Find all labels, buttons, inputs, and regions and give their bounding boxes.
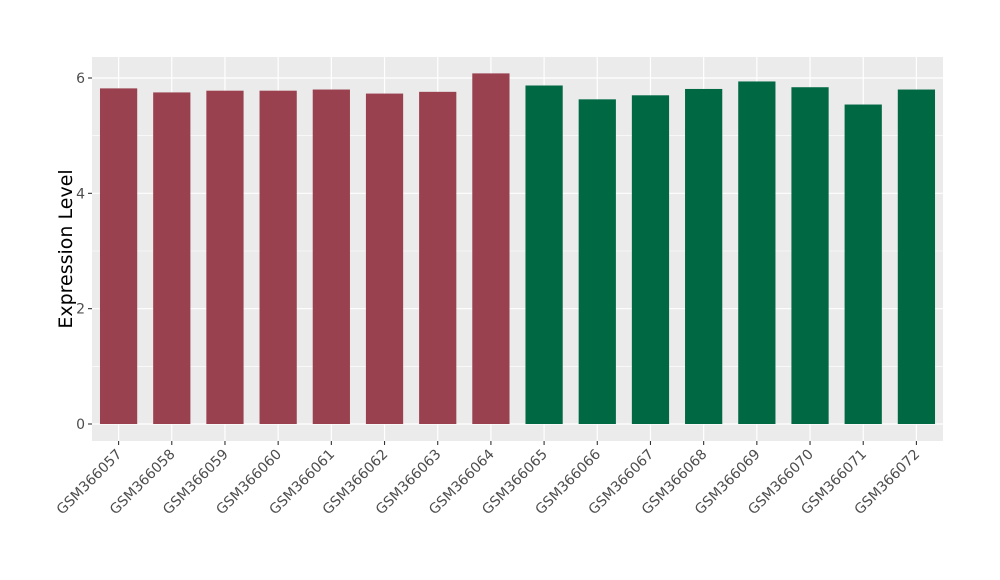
x-axis: GSM366057GSM366058GSM366059GSM366060GSM3… [54,441,923,518]
bar-GSM366062 [365,93,404,424]
bar-GSM366070 [791,87,829,424]
y-tick-label: 4 [76,186,85,202]
bar-GSM366068 [685,88,723,424]
y-axis: 0 2 4 6 [76,71,92,433]
y-tick-label: 6 [76,71,85,87]
bar-GSM366069 [738,81,776,425]
bar-GSM366057 [99,88,138,424]
bar-GSM366058 [153,92,191,425]
bar-GSM366065 [525,85,563,424]
bar-GSM366059 [206,90,244,424]
bar-GSM366061 [312,89,350,425]
bar-GSM366063 [419,91,457,424]
bar-GSM366072 [897,89,936,425]
bar-GSM366064 [472,73,510,425]
bar-GSM366071 [844,104,882,424]
bars-group [99,73,936,425]
y-tick-label: 0 [76,417,85,433]
y-axis-title: Expression Level [55,169,77,328]
bar-GSM366066 [578,99,616,424]
y-tick-label: 2 [76,302,85,318]
bar-GSM366060 [259,90,297,424]
bar-GSM366067 [631,95,670,425]
